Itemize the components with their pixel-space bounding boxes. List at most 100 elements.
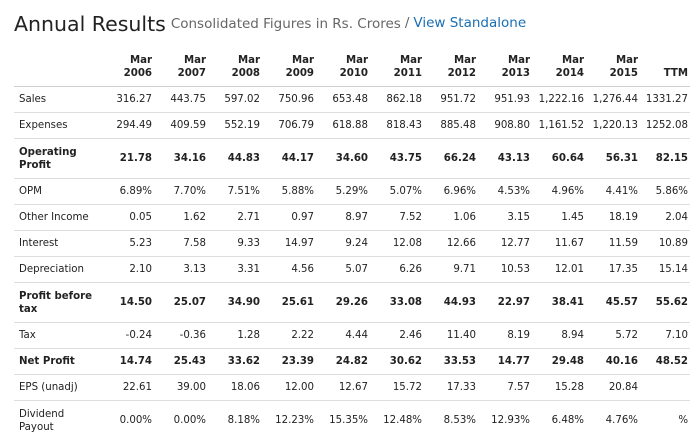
table-header-row: Mar 2006 Mar 2007 Mar 2008 Mar 2009 Mar 2010 Mar 20… [14,38,690,87]
table-cell: 11.59 [586,230,640,257]
column-header-month: Mar [507,55,530,66]
table-row: Other Income 0.05 1.62 2.71 0.97 8.97 7.52 1.06… [14,204,690,231]
table-cell: 5.88% [262,178,316,205]
table-cell: 1,222.16 [532,86,586,113]
table-cell: 6.48% [532,400,586,438]
table-row: Dividend Payout 0.00% 0.00% 8.18% 12.23% 15.3… [14,400,690,438]
table-cell: % [640,400,690,438]
table-cell: 45.57 [586,282,640,323]
table-cell: 12.08 [370,230,424,257]
table-cell [640,374,690,401]
table-cell: 56.31 [586,138,640,179]
table-cell: 1,161.52 [532,112,586,139]
table-cell: 1.45 [532,204,586,231]
table-cell: 18.06 [208,374,262,401]
row-label: Other Income [14,204,100,231]
column-header: Mar 2011 [370,38,424,87]
table-cell: 40.16 [586,348,640,375]
table-cell: 0.97 [262,204,316,231]
table-cell: 12.23% [262,400,316,438]
table-cell: 82.15 [640,138,690,179]
table-cell: 7.58 [154,230,208,257]
table-row: Operating Profit 21.78 34.16 44.83 44.17 34.6… [14,138,690,179]
table-cell: 34.16 [154,138,208,179]
table-cell: 4.41% [586,178,640,205]
header-separator: / [404,15,410,31]
table-body: Sales 316.27 443.75 597.02 750.96 653.48 862.1… [14,86,690,438]
table-cell: 23.39 [262,348,316,375]
table-cell: 22.97 [478,282,532,323]
column-header: Mar 2010 [316,38,370,87]
table-cell: 2.10 [100,256,154,283]
table-row: Depreciation 2.10 3.13 3.31 4.56 5.07 6.26 9.71… [14,256,690,283]
table-cell: 8.97 [316,204,370,231]
column-header-year: 2011 [393,68,422,79]
table-row: OPM 6.89% 7.70% 7.51% 5.88% 5.29% 5.07% 6.96% 4.… [14,178,690,205]
column-header: Mar 2013 [478,38,532,87]
table-cell: -0.24 [100,322,154,349]
column-header: Mar 2006 [100,38,154,87]
table-cell: 0.00% [100,400,154,438]
label-column-header [14,38,100,87]
table-cell: 908.80 [478,112,532,139]
table-cell: 15.35% [316,400,370,438]
table-cell: 951.93 [478,86,532,113]
table-cell: 24.82 [316,348,370,375]
table-cell: 10.53 [478,256,532,283]
table-cell: 66.24 [424,138,478,179]
row-label: OPM [14,178,100,205]
table-cell: 5.07% [370,178,424,205]
table-row: Expenses 294.49 409.59 552.19 706.79 618.88 81… [14,112,690,139]
table-cell: 34.60 [316,138,370,179]
table-cell: 5.72 [586,322,640,349]
table-cell: 29.48 [532,348,586,375]
table-cell: 9.33 [208,230,262,257]
table-cell: 8.94 [532,322,586,349]
view-standalone-link[interactable]: View Standalone [413,15,527,31]
table-cell: 14.77 [478,348,532,375]
table-cell: 5.23 [100,230,154,257]
table-cell: 29.26 [316,282,370,323]
table-cell: 951.72 [424,86,478,113]
table-cell: 12.00 [262,374,316,401]
row-label: Tax [14,322,100,349]
table-cell: -0.36 [154,322,208,349]
table-cell: 1,276.44 [586,86,640,113]
table-cell: 597.02 [208,86,262,113]
table-cell: 7.57 [478,374,532,401]
table-cell: 4.44 [316,322,370,349]
table-cell: 1252.08 [640,112,690,139]
table-cell: 39.00 [154,374,208,401]
column-header-year: 2013 [501,68,530,79]
column-header-year: 2008 [231,68,260,79]
row-label: Dividend Payout [14,400,100,438]
table-cell: 818.43 [370,112,424,139]
table-cell: 9.71 [424,256,478,283]
table-cell: 8.19 [478,322,532,349]
table-cell: 3.15 [478,204,532,231]
table-cell: 618.88 [316,112,370,139]
table-cell: 706.79 [262,112,316,139]
table-cell: 2.71 [208,204,262,231]
table-cell: 1.62 [154,204,208,231]
column-header-year: 2007 [177,68,206,79]
table-cell: 33.53 [424,348,478,375]
column-header: Mar 2008 [208,38,262,87]
column-header-month: Mar [561,55,584,66]
table-cell: 409.59 [154,112,208,139]
column-header: TTM [640,38,690,87]
table-cell: 25.43 [154,348,208,375]
row-label: Expenses [14,112,100,139]
table-cell: 8.18% [208,400,262,438]
table-cell: 443.75 [154,86,208,113]
column-header-year: 2006 [123,68,152,79]
column-header-year: 2015 [609,68,638,79]
column-header-month: Mar [399,55,422,66]
table-cell: 14.97 [262,230,316,257]
table-row: Sales 316.27 443.75 597.02 750.96 653.48 862.1… [14,86,690,113]
table-cell: 4.53% [478,178,532,205]
table-cell: 653.48 [316,86,370,113]
table-cell: 0.00% [154,400,208,438]
section-subtitle: Consolidated Figures in Rs. Crores [170,15,401,32]
